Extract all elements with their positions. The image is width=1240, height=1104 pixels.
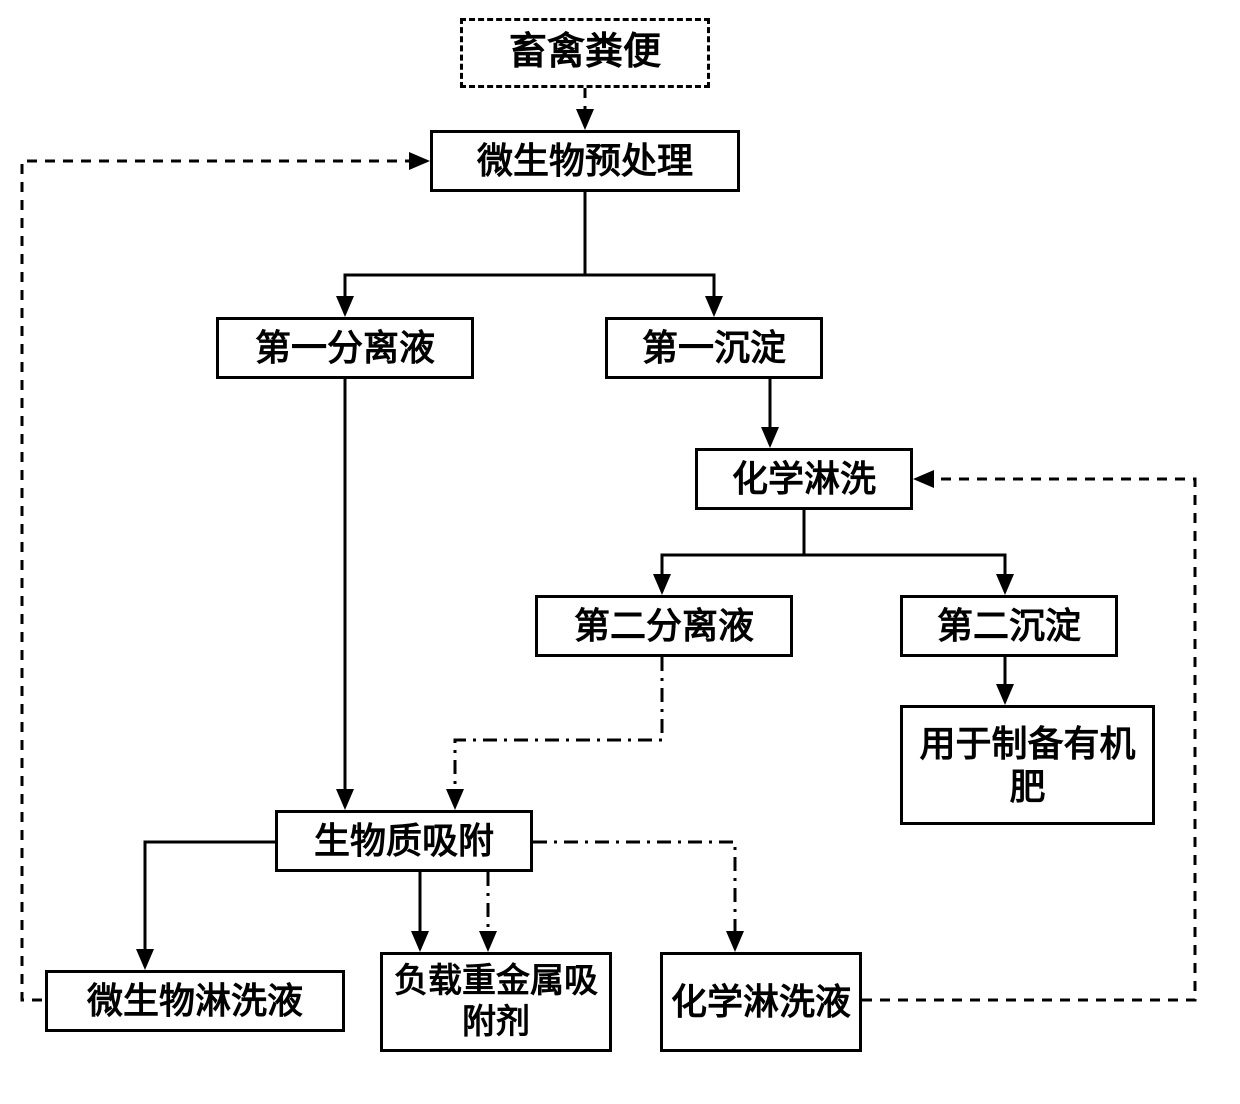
flowchart-canvas: 畜禽粪便微生物预处理第一分离液 第一沉淀化学淋洗第二分离液 第二沉淀用于制备有机肥生… xyxy=(0,0,1240,1104)
edge-2 xyxy=(585,192,714,314)
node-n7: 第二沉淀 xyxy=(900,595,1118,657)
node-label: 微生物淋洗液 xyxy=(87,979,303,1022)
edge-4 xyxy=(662,510,804,592)
node-n4: 第一沉淀 xyxy=(605,317,823,379)
node-label: 第一沉淀 xyxy=(642,326,786,369)
node-label: 负载重金属吸附剂 xyxy=(391,961,601,1043)
node-label: 畜禽粪便 xyxy=(509,30,661,76)
node-n3: 第一分离液 xyxy=(216,317,474,379)
node-n5: 化学淋洗 xyxy=(695,448,913,510)
node-label: 化学淋洗液 xyxy=(671,980,851,1023)
node-label: 用于制备有机肥 xyxy=(911,722,1144,808)
node-n9: 生物质吸附 xyxy=(275,810,533,872)
node-n6: 第二分离液 xyxy=(535,595,793,657)
node-label: 第二分离液 xyxy=(574,604,754,647)
edge-12 xyxy=(533,842,735,949)
node-n1: 畜禽粪便 xyxy=(460,18,710,88)
edge-13 xyxy=(22,161,427,1000)
node-n2: 微生物预处理 xyxy=(430,130,740,192)
node-n8: 用于制备有机肥 xyxy=(900,705,1155,825)
node-n12: 化学淋洗液 xyxy=(660,952,862,1052)
edge-9 xyxy=(145,842,275,967)
node-label: 第二沉淀 xyxy=(937,604,1081,647)
edge-5 xyxy=(804,510,1005,592)
node-n11: 负载重金属吸附剂 xyxy=(380,952,612,1052)
edge-8 xyxy=(455,657,662,807)
node-n10: 微生物淋洗液 xyxy=(45,970,345,1032)
node-label: 微生物预处理 xyxy=(477,139,693,182)
node-label: 第一分离液 xyxy=(255,326,435,369)
edge-1 xyxy=(345,192,585,314)
node-label: 化学淋洗 xyxy=(732,457,876,500)
node-label: 生物质吸附 xyxy=(314,819,494,862)
